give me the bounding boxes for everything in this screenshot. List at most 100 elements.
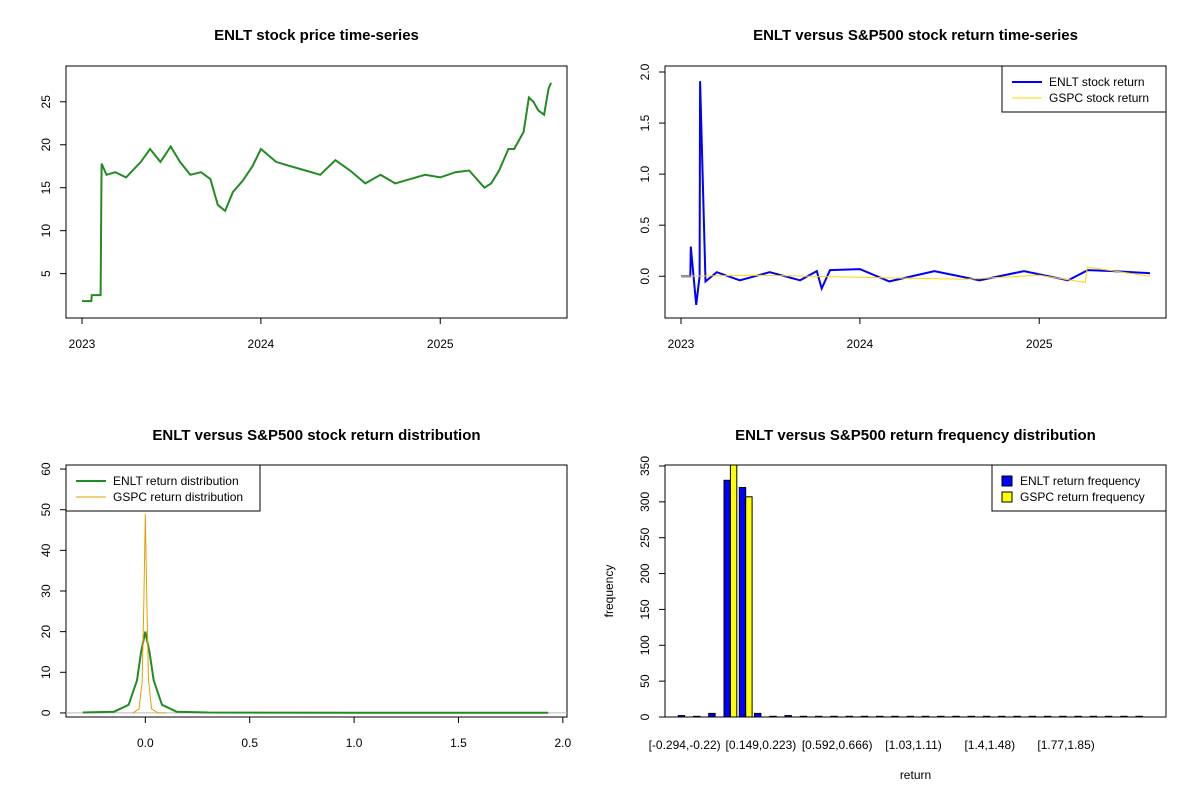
y-tick-label: 20 [39,138,53,152]
bar-enlt [998,715,1006,718]
bar-enlt [967,715,975,718]
bar-enlt [738,487,747,718]
bar-enlt [937,715,945,718]
bar-enlt [952,715,960,718]
x-tick-label: 2023 [69,337,96,351]
x-tick-label: 1.5 [450,736,467,750]
x-tick-label: 2025 [427,337,454,351]
bar-enlt [708,712,716,718]
x-tick-label: 0.0 [137,736,154,750]
y-tick-label: 25 [39,95,53,109]
bar-enlt [830,715,838,718]
plot-frame-4 [664,464,1167,718]
y-tick-label: 10 [39,665,53,679]
series-line-gspc-density [132,513,167,714]
bar-enlt [1074,715,1082,718]
y-tick-label: 200 [638,563,652,583]
legend-box [1001,65,1167,113]
plot-frame-2 [664,65,1167,319]
bar-enlt [860,715,869,718]
bar-enlt [723,479,731,718]
bar-enlt [1104,715,1113,718]
series-line-enlt-price [82,82,552,303]
bar-enlt [693,715,701,718]
bar-enlt [1120,715,1128,718]
x-tick-label: [0.592,0.666) [802,738,873,752]
y-tick-label: 300 [638,492,652,512]
chart-title-3: ENLT versus S&P500 stock return distribu… [152,427,480,444]
x-tick-label: 2.0 [554,736,571,750]
legend-box [991,464,1167,512]
x-tick-label: [-0.294,-0.22) [649,738,721,752]
series-line-enlt-density [82,631,549,714]
y-axis-label: frequency [602,565,616,618]
y-tick-label: 250 [638,527,652,547]
y-tick-label: 100 [638,635,652,655]
bar-enlt [845,715,853,718]
bar-gspc [729,464,738,718]
legend-label: ENLT stock return [1049,75,1145,89]
series-line-enlt-return [681,81,1151,306]
x-tick-label: [1.03,1.11) [885,738,941,752]
bar-enlt [784,715,792,718]
x-tick-label: 2023 [668,337,695,351]
plot-frame-1 [65,65,568,319]
x-tick-label: 2024 [248,337,275,351]
bar-enlt [891,715,899,718]
bar-gspc [745,496,753,718]
bar-enlt [815,715,823,718]
y-tick-label: 50 [638,674,652,688]
x-axis-label: return [900,768,931,782]
chart-title-2: ENLT versus S&P500 stock return time-ser… [753,27,1078,44]
chart-title-4: ENLT versus S&P500 return frequency dist… [735,427,1096,444]
y-tick-label: 1.5 [638,114,652,131]
legend-box [65,464,261,512]
bar-enlt [769,715,777,718]
series-line-gspc-return [680,266,1151,283]
bar-enlt [921,715,930,718]
bar-enlt [982,715,991,718]
y-tick-label: 350 [638,456,652,476]
bar-enlt [799,715,808,718]
x-tick-label: 1.0 [346,736,363,750]
y-tick-label: 60 [39,462,53,476]
y-tick-label: 1.0 [638,165,652,182]
chart-title-1: ENLT stock price time-series [214,27,419,44]
x-tick-label: [1.77,1.85) [1037,738,1094,752]
y-tick-label: 0.5 [638,217,652,234]
bar-enlt [1043,715,1052,718]
y-tick-label: 2.0 [638,63,652,80]
y-tick-label: 40 [39,543,53,557]
y-tick-label: 150 [638,599,652,619]
legend-swatch [1001,475,1013,487]
bar-enlt [1013,715,1021,718]
bar-enlt [754,712,762,718]
y-tick-label: 0 [39,709,53,716]
bar-enlt [1028,715,1037,718]
legend-label: GSPC return distribution [113,490,243,504]
x-tick-label: 2025 [1026,337,1053,351]
y-tick-label: 10 [39,224,53,238]
bar-enlt [677,715,686,718]
bar-enlt [1135,715,1143,718]
legend-label: GSPC stock return [1049,91,1149,105]
y-tick-label: 5 [39,270,53,277]
y-tick-label: 30 [39,584,53,598]
bar-enlt [1089,715,1098,718]
y-tick-label: 15 [39,181,53,195]
legend-label: ENLT return distribution [113,474,239,488]
bar-enlt [876,715,884,718]
bar-enlt [906,715,914,718]
y-tick-label: 50 [39,503,53,517]
legend-label: GSPC return frequency [1020,490,1145,504]
y-tick-label: 0.0 [638,268,652,285]
x-tick-label: 2024 [847,337,874,351]
x-tick-label: 0.5 [241,736,258,750]
x-tick-label: [1.4,1.48) [964,738,1015,752]
bar-enlt [1059,715,1067,718]
legend-label: ENLT return frequency [1020,474,1140,488]
y-tick-label: 20 [39,625,53,639]
x-tick-label: [0.149,0.223) [726,738,797,752]
legend-swatch [1001,491,1013,503]
